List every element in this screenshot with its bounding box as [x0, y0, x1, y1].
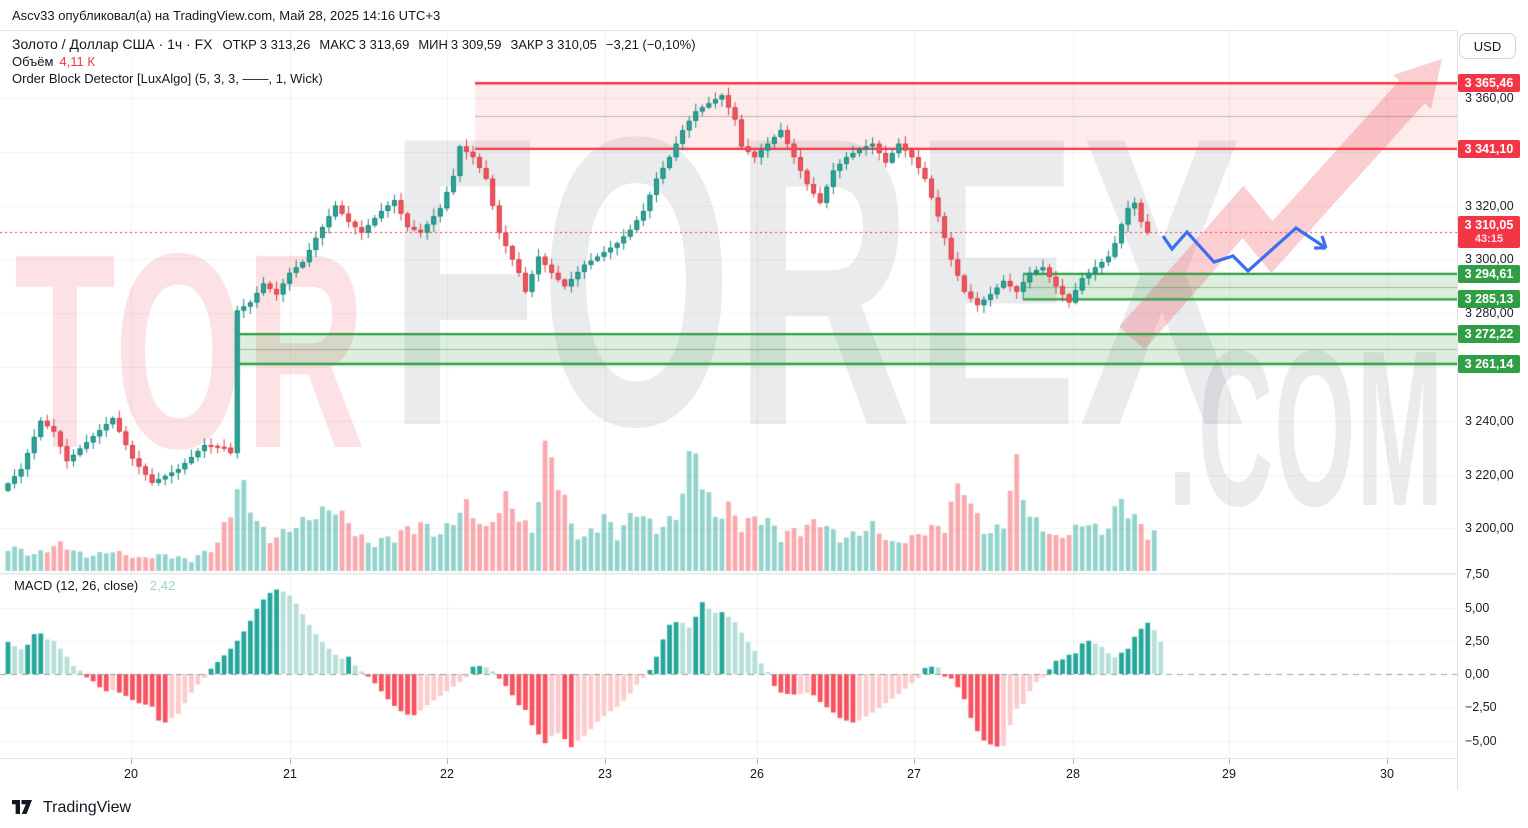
macd-axis-label: 0,00 — [1465, 667, 1490, 681]
publication-header: Ascv33 опубликовал(а) на TradingView.com… — [0, 0, 1457, 31]
time-axis-tick — [605, 759, 606, 764]
price-axis-label: 3 300,00 — [1465, 252, 1514, 267]
time-axis-label: 26 — [750, 767, 764, 781]
currency-button[interactable]: USD — [1459, 33, 1516, 59]
footer: TradingView — [0, 790, 1528, 828]
ohlc-item: МАКС 3 313,69 — [319, 37, 410, 52]
ohlc-item: ОТКР 3 313,26 — [222, 37, 311, 52]
support-price-badge: 3 261,14 — [1458, 354, 1520, 373]
time-axis-tick — [447, 759, 448, 764]
time-axis-tick — [914, 759, 915, 764]
legend-volume-row[interactable]: Объём 4,11 К — [12, 54, 696, 70]
tradingview-logo[interactable]: TradingView — [12, 799, 131, 817]
macd-axis-label: 2,50 — [1465, 633, 1490, 648]
time-axis-tick — [1387, 759, 1388, 764]
price-axis-label: 3 280,00 — [1465, 306, 1514, 321]
price-axis-label: 3 200,00 — [1465, 521, 1514, 536]
time-axis-label: 21 — [283, 767, 297, 781]
time-axis[interactable]: 20 21 22 23 26 27 28 29 30 — [0, 758, 1457, 791]
time-axis-label: 30 — [1380, 767, 1394, 781]
chart-legend: Золото / Доллар США · 1ч · FX ОТКР 3 313,… — [12, 36, 696, 88]
ohlc-values: ОТКР 3 313,26 МАКС 3 313,69 МИН 3 309,59 ЗАКР 3… — [223, 37, 606, 53]
symbol-title[interactable]: Золото / Доллар США · 1ч · FX — [12, 36, 213, 52]
legend-symbol-row[interactable]: Золото / Доллар США · 1ч · FX ОТКР 3 313,… — [12, 36, 696, 53]
change-value: −3,21 (−0,10%) — [605, 37, 696, 52]
time-axis-tick — [1073, 759, 1074, 764]
macd-value: 2,42 — [149, 578, 176, 593]
price-axis-label: 3 240,00 — [1465, 413, 1514, 428]
resistance-price-badge: 3 341,10 — [1458, 139, 1520, 158]
volume-label[interactable]: Объём — [12, 54, 54, 69]
macd-axis-label: −5,00 — [1465, 733, 1497, 748]
price-axis[interactable]: 3 360,00 3 320,00 3 300,00 3 280,00 3 240,00… — [1457, 31, 1528, 790]
time-axis-label: 27 — [907, 767, 921, 781]
legend-indicator-row[interactable]: Order Block Detector [LuxAlgo] (5, 3, 3,… — [12, 71, 696, 87]
volume-value: 4,11 К — [59, 54, 95, 69]
time-axis-tick — [131, 759, 132, 764]
macd-axis-label: −2,50 — [1465, 700, 1497, 715]
price-axis-label: 3 320,00 — [1465, 198, 1514, 213]
time-axis-tick — [757, 759, 758, 764]
time-axis-label: 28 — [1066, 767, 1080, 781]
macd-legend[interactable]: MACD (12, 26, close) 2,42 — [14, 578, 175, 593]
support-price-badge: 3 285,13 — [1458, 290, 1520, 309]
support-price-badge: 3 272,22 — [1458, 325, 1520, 344]
macd-axis-label: 7,50 — [1465, 567, 1490, 582]
macd-axis-label: 5,00 — [1465, 600, 1490, 615]
time-axis-label: 20 — [124, 767, 138, 781]
macd-label[interactable]: MACD (12, 26, close) — [14, 578, 139, 593]
time-axis-tick — [290, 759, 291, 764]
ohlc-item: ЗАКР 3 310,05 — [510, 37, 597, 52]
time-axis-label: 22 — [440, 767, 454, 781]
support-price-badge: 3 294,61 — [1458, 264, 1520, 283]
indicator-label[interactable]: Order Block Detector [LuxAlgo] (5, 3, 3,… — [12, 71, 323, 86]
ohlc-item: МИН 3 309,59 — [418, 37, 502, 52]
price-axis-label: 3 360,00 — [1465, 91, 1514, 105]
time-axis-label: 23 — [598, 767, 612, 781]
resistance-price-badge: 3 365,46 — [1458, 74, 1520, 93]
time-axis-tick — [1229, 759, 1230, 764]
publication-text: Ascv33 опубликовал(а) на TradingView.com… — [12, 7, 441, 23]
price-chart-canvas[interactable] — [0, 31, 1457, 758]
tradingview-logo-icon — [12, 800, 32, 814]
current-price-badge: 3 310,05 43:15 — [1458, 216, 1520, 249]
time-axis-label: 29 — [1222, 767, 1236, 781]
tradingview-logo-text: TradingView — [43, 799, 132, 816]
price-axis-label: 3 220,00 — [1465, 467, 1514, 482]
